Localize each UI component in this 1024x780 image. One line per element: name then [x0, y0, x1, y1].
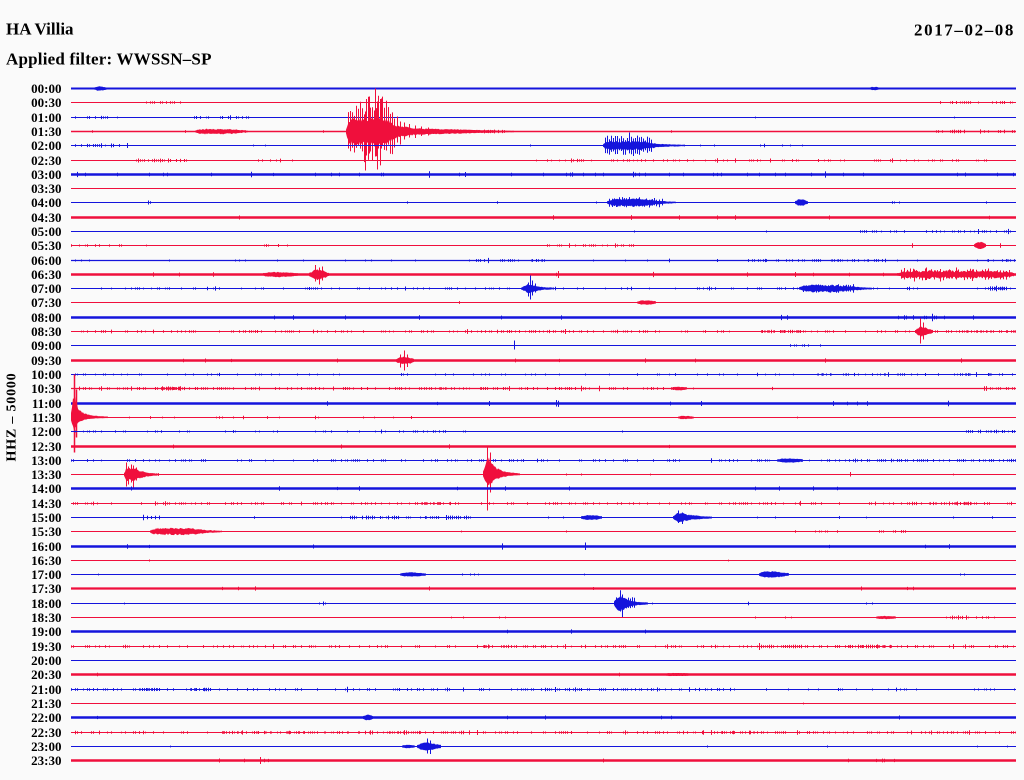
svg-text:18:30: 18:30 [31, 610, 61, 625]
svg-text:16:30: 16:30 [31, 553, 61, 568]
svg-text:17:00: 17:00 [31, 567, 61, 582]
svg-text:02:30: 02:30 [31, 153, 61, 168]
svg-text:02:00: 02:00 [31, 138, 61, 153]
svg-text:12:30: 12:30 [31, 439, 61, 454]
svg-text:01:00: 01:00 [31, 110, 61, 125]
svg-text:20:30: 20:30 [31, 667, 61, 682]
svg-text:21:00: 21:00 [31, 682, 61, 697]
svg-text:04:00: 04:00 [31, 195, 61, 210]
svg-text:HHZ – 50000: HHZ – 50000 [5, 373, 20, 462]
svg-text:19:00: 19:00 [31, 624, 61, 639]
svg-text:06:00: 06:00 [31, 253, 61, 268]
svg-text:04:30: 04:30 [31, 210, 61, 225]
svg-text:09:00: 09:00 [31, 338, 61, 353]
svg-text:15:00: 15:00 [31, 510, 61, 525]
svg-text:13:00: 13:00 [31, 453, 61, 468]
svg-text:07:00: 07:00 [31, 281, 61, 296]
svg-text:00:00: 00:00 [31, 81, 61, 96]
svg-text:20:00: 20:00 [31, 653, 61, 668]
svg-text:05:30: 05:30 [31, 238, 61, 253]
svg-text:10:30: 10:30 [31, 381, 61, 396]
svg-text:23:30: 23:30 [31, 753, 61, 768]
svg-text:08:30: 08:30 [31, 324, 61, 339]
svg-text:03:00: 03:00 [31, 167, 61, 182]
svg-text:Applied filter: WWSSN–SP: Applied filter: WWSSN–SP [6, 50, 212, 69]
svg-text:05:00: 05:00 [31, 224, 61, 239]
svg-text:00:30: 00:30 [31, 95, 61, 110]
svg-text:19:30: 19:30 [31, 639, 61, 654]
svg-text:2017–02–08: 2017–02–08 [914, 21, 1015, 40]
svg-text:17:30: 17:30 [31, 581, 61, 596]
svg-text:12:00: 12:00 [31, 424, 61, 439]
svg-text:14:30: 14:30 [31, 496, 61, 511]
svg-text:21:30: 21:30 [31, 696, 61, 711]
svg-text:22:00: 22:00 [31, 710, 61, 725]
svg-text:13:30: 13:30 [31, 467, 61, 482]
svg-text:09:30: 09:30 [31, 353, 61, 368]
svg-text:22:30: 22:30 [31, 725, 61, 740]
svg-text:18:00: 18:00 [31, 596, 61, 611]
svg-text:11:00: 11:00 [32, 396, 62, 411]
svg-text:06:30: 06:30 [31, 267, 61, 282]
svg-text:HA Villia: HA Villia [6, 20, 74, 39]
svg-text:16:00: 16:00 [31, 539, 61, 554]
svg-text:11:30: 11:30 [32, 410, 62, 425]
svg-text:03:30: 03:30 [31, 181, 61, 196]
svg-text:10:00: 10:00 [31, 367, 61, 382]
svg-text:14:00: 14:00 [31, 481, 61, 496]
svg-text:08:00: 08:00 [31, 310, 61, 325]
svg-text:07:30: 07:30 [31, 295, 61, 310]
svg-text:23:00: 23:00 [31, 739, 61, 754]
svg-text:15:30: 15:30 [31, 524, 61, 539]
svg-text:01:30: 01:30 [31, 124, 61, 139]
